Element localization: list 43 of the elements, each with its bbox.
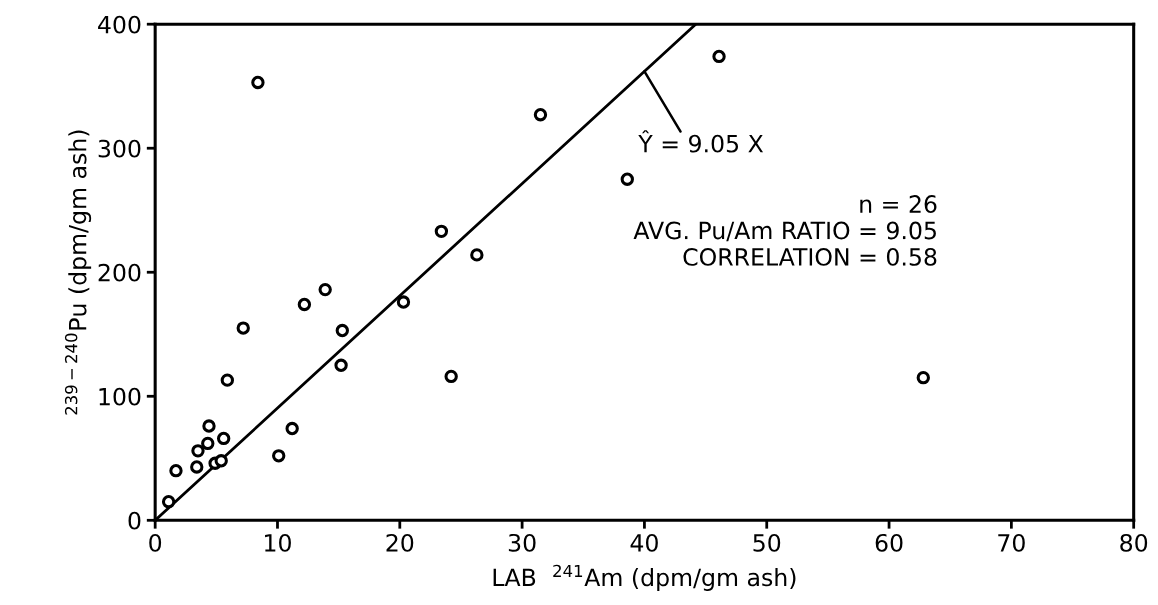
point (161, 495, 176, 509)
point (236, 321, 250, 335)
point (220, 373, 235, 387)
x-tick-label: 60 (875, 533, 903, 552)
y-tick-label: 400 (98, 15, 141, 34)
y-axis-title: $^{239−240}$Pu (dpm/gm ash) (64, 130, 92, 415)
point (169, 464, 183, 478)
annotation: Ŷ = 9.05 X (638, 130, 764, 153)
point (470, 248, 484, 262)
y-tick-label: 300 (98, 139, 141, 158)
point (396, 295, 411, 309)
point (335, 323, 349, 338)
y-tick-label: 0 (128, 511, 141, 530)
point (318, 282, 332, 297)
point (712, 49, 726, 64)
point (202, 419, 216, 433)
x-tick-label: 50 (753, 533, 781, 552)
point (191, 444, 205, 458)
point (334, 358, 348, 372)
point (620, 172, 634, 186)
point (201, 436, 215, 451)
x-tick-label: 20 (386, 533, 414, 552)
y-tick-label: 100 (99, 387, 141, 406)
x-tick-label: 40 (630, 533, 658, 552)
x-tick-label: 10 (265, 533, 291, 552)
x-tick-label: 30 (508, 533, 536, 552)
point (533, 108, 548, 122)
point (444, 369, 458, 384)
point (916, 370, 930, 385)
annotation: n = 26 AVG. Pu/Am RATIO = 9.05 CORRELATION = 0.58 (633, 195, 937, 266)
point (190, 460, 204, 474)
point (285, 421, 299, 436)
x-axis-title: LAB $^{241}$Am (dpm/gm ash) (493, 564, 796, 591)
point (297, 297, 312, 312)
x-tick-label: 80 (1120, 533, 1148, 552)
y-tick-label: 200 (98, 263, 141, 282)
point (272, 449, 286, 463)
point (214, 454, 228, 468)
point (434, 224, 449, 238)
x-tick-label: 0 (149, 533, 162, 552)
x-tick-label: 70 (998, 533, 1025, 552)
point (251, 75, 265, 90)
point (216, 431, 231, 446)
